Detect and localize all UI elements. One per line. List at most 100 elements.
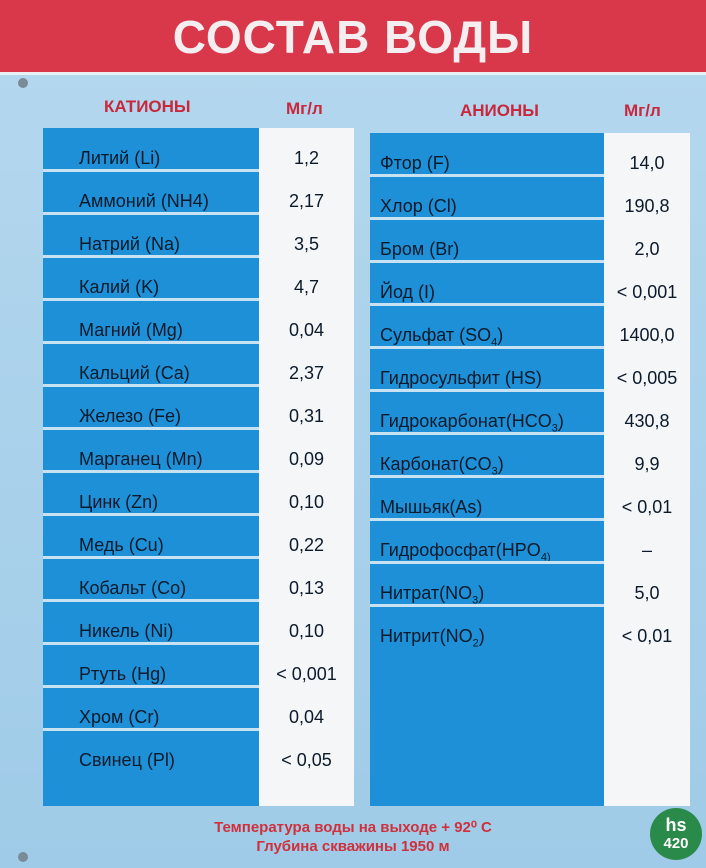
row-divider bbox=[43, 513, 259, 516]
row-name: Магний (Mg) bbox=[79, 320, 183, 341]
row-value: 14,0 bbox=[629, 153, 665, 173]
row-value: 1400,0 bbox=[619, 325, 675, 345]
row-divider bbox=[43, 384, 259, 387]
row-value: < 0,01 bbox=[621, 626, 673, 646]
row-name-text: Кальций (Ca) bbox=[79, 363, 190, 383]
row-name: Нитрит(NO2) bbox=[380, 626, 485, 650]
row-value: 4,7 bbox=[293, 277, 320, 297]
row-name-subscript: 3 bbox=[551, 422, 558, 435]
row-value: < 0,005 bbox=[616, 368, 678, 388]
depth-note: Глубина скважины 1950 м bbox=[256, 838, 450, 855]
cations-unit-header: Мг/л bbox=[286, 99, 323, 118]
row-name: Йод (I) bbox=[380, 282, 435, 303]
row-value: 2,0 bbox=[634, 239, 660, 259]
row-name: Бром (Br) bbox=[380, 239, 459, 260]
row-value: 0,22 bbox=[288, 535, 325, 555]
row-value: 1,2 bbox=[293, 148, 320, 168]
row-value: 3,5 bbox=[293, 234, 320, 254]
row-divider bbox=[43, 427, 259, 430]
row-value: < 0,05 bbox=[281, 750, 332, 770]
row-divider bbox=[43, 470, 259, 473]
row-name-text: Железо (Fe) bbox=[79, 406, 181, 426]
row-value: 0,10 bbox=[288, 621, 325, 641]
row-name-text: Ртуть (Hg) bbox=[79, 664, 167, 684]
row-divider bbox=[370, 475, 604, 478]
screw-icon bbox=[18, 78, 28, 88]
row-divider bbox=[370, 518, 604, 521]
row-name: Цинк (Zn) bbox=[79, 492, 158, 513]
row-divider bbox=[43, 599, 259, 602]
row-name: Аммоний (NH4) bbox=[79, 191, 209, 212]
anions-table: Фтор (F) 14,0 Хлор (Cl) 190,8 Бром (Br) 2,0 Йо… bbox=[370, 133, 690, 806]
temperature-note: Температура воды на выходе + 92⁰ С bbox=[214, 819, 492, 836]
row-value: < 0,01 bbox=[621, 497, 673, 517]
hs420-logo: hs 420 bbox=[650, 808, 702, 860]
row-name-text: Сульфат (SO bbox=[380, 325, 492, 345]
row-name-subscript: 4 bbox=[491, 336, 498, 349]
row-value: 2,37 bbox=[288, 363, 325, 383]
row-divider bbox=[43, 728, 259, 731]
row-value: 190,8 bbox=[624, 196, 670, 216]
cations-value-column bbox=[259, 128, 354, 806]
anions-unit-header: Мг/л bbox=[624, 101, 661, 120]
row-name-tail: ) bbox=[557, 411, 564, 431]
row-name-text: Гидрокарбонат(HCO bbox=[380, 411, 552, 431]
row-name-text: Свинец (Pl) bbox=[79, 750, 175, 770]
row-value: < 0,001 bbox=[276, 664, 337, 684]
row-name-text: Медь (Cu) bbox=[79, 535, 164, 555]
row-divider bbox=[43, 169, 259, 172]
row-name: Хлор (Cl) bbox=[380, 196, 457, 217]
row-name-subscript: 2 bbox=[472, 637, 479, 650]
row-name: Карбонат(CO3) bbox=[380, 454, 504, 478]
row-divider bbox=[370, 346, 604, 349]
row-value: 0,04 bbox=[288, 707, 325, 727]
logo-line2: 420 bbox=[663, 835, 689, 852]
row-value: 430,8 bbox=[624, 411, 670, 431]
row-name: Медь (Cu) bbox=[79, 535, 164, 556]
row-name-text: Марганец (Mn) bbox=[79, 449, 203, 469]
row-name-text: Магний (Mg) bbox=[79, 320, 183, 340]
row-name: Марганец (Mn) bbox=[79, 449, 203, 470]
row-divider bbox=[43, 685, 259, 688]
row-value: 9,9 bbox=[634, 454, 660, 474]
row-value: 2,17 bbox=[288, 191, 325, 211]
row-name-text: Цинк (Zn) bbox=[79, 492, 159, 512]
row-name-text: Нитрат(NO bbox=[380, 583, 473, 603]
row-name-text: Гидросульфит (HS) bbox=[380, 368, 542, 388]
row-name: Железо (Fe) bbox=[79, 406, 181, 427]
logo-line1: hs bbox=[665, 815, 687, 835]
row-name: Нитрат(NO3) bbox=[380, 583, 484, 607]
row-name-tail: ) bbox=[497, 325, 504, 345]
row-name-subscript: 3 bbox=[491, 465, 498, 478]
row-name-text: Кобальт (Co) bbox=[79, 578, 187, 598]
row-divider bbox=[43, 642, 259, 645]
row-name-text: Калий (K) bbox=[79, 277, 160, 297]
row-divider bbox=[370, 604, 604, 607]
row-name: Мышьяк(As) bbox=[380, 497, 482, 518]
row-divider bbox=[370, 303, 604, 306]
row-name: Гидрофосфат(HPO4) bbox=[380, 540, 551, 564]
screw-icon bbox=[18, 852, 28, 862]
row-value: < 0,001 bbox=[616, 282, 678, 302]
row-divider bbox=[370, 561, 604, 564]
row-divider bbox=[370, 389, 604, 392]
row-name-text: Натрий (Na) bbox=[79, 234, 180, 254]
row-name: Калий (K) bbox=[79, 277, 159, 298]
row-name: Хром (Cr) bbox=[79, 707, 159, 728]
row-name: Фтор (F) bbox=[380, 153, 450, 174]
row-name-subscript: 3 bbox=[472, 594, 479, 607]
row-name-subscript: 4) bbox=[540, 551, 551, 564]
row-name-text: Хлор (Cl) bbox=[380, 196, 457, 216]
row-value: 5,0 bbox=[634, 583, 660, 603]
row-name: Никель (Ni) bbox=[79, 621, 173, 642]
row-value: 0,13 bbox=[288, 578, 325, 598]
page-title: СОСТАВ ВОДЫ bbox=[172, 11, 534, 63]
row-name-text: Гидрофосфат(HPO bbox=[380, 540, 541, 560]
row-name: Ртуть (Hg) bbox=[79, 664, 166, 685]
row-name-text: Нитрит(NO bbox=[380, 626, 473, 646]
row-divider bbox=[370, 432, 604, 435]
row-name: Кобальт (Co) bbox=[79, 578, 186, 599]
row-name-text: Аммоний (NH4) bbox=[79, 191, 209, 211]
row-value: 0,04 bbox=[288, 320, 325, 340]
